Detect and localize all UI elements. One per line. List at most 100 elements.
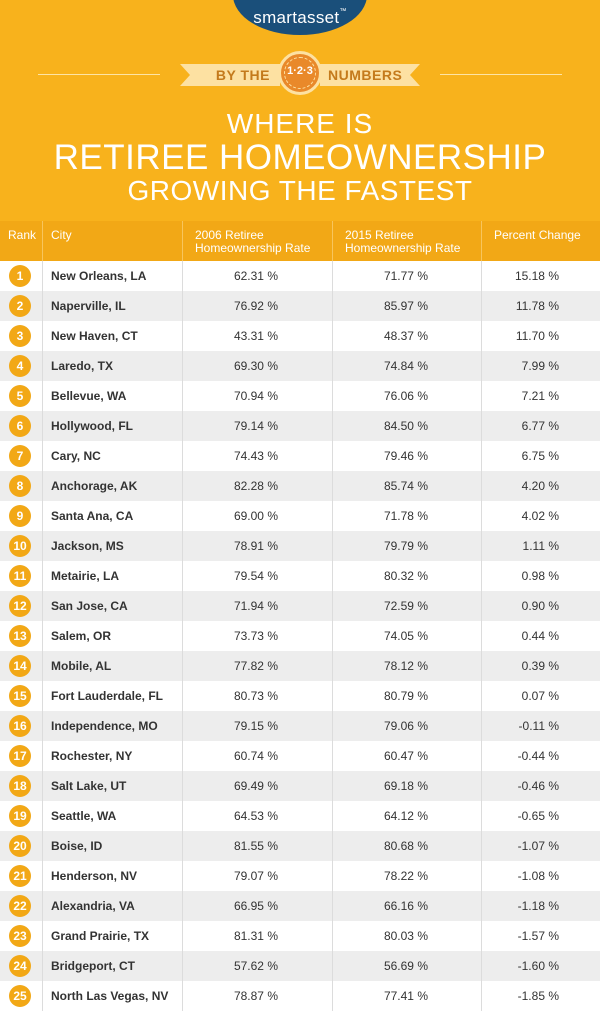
row-divider	[332, 501, 333, 531]
header-divider	[42, 221, 43, 261]
rate-2006: 79.15 %	[233, 719, 278, 733]
row-divider	[182, 681, 183, 711]
rate-2006: 62.31 %	[233, 269, 278, 283]
col-header-2015-line2: Homeownership Rate	[345, 241, 461, 255]
row-divider	[42, 651, 43, 681]
table-row: 13 Salem, OR 73.73 % 74.05 % 0.44 %	[0, 621, 600, 651]
row-divider	[481, 681, 482, 711]
rank-badge: 7	[9, 445, 31, 467]
rate-2006: 57.62 %	[233, 959, 278, 973]
rank-badge: 24	[9, 955, 31, 977]
city-name: Cary, NC	[51, 449, 101, 463]
rank-badge: 25	[9, 985, 31, 1007]
table-row: 7 Cary, NC 74.43 % 79.46 % 6.75 %	[0, 441, 600, 471]
row-divider	[182, 351, 183, 381]
row-divider	[42, 741, 43, 771]
city-name: Bellevue, WA	[51, 389, 127, 403]
city-name: Fort Lauderdale, FL	[51, 689, 164, 703]
row-divider	[481, 861, 482, 891]
row-divider	[332, 441, 333, 471]
rate-2015: 64.12 %	[383, 809, 428, 823]
title-line-1: WHERE IS	[226, 108, 374, 139]
city-name: Independence, MO	[51, 719, 158, 733]
rank-badge: 10	[9, 535, 31, 557]
row-divider	[481, 951, 482, 981]
row-divider	[42, 411, 43, 441]
row-divider	[332, 861, 333, 891]
col-header-2006-line2: Homeownership Rate	[195, 241, 311, 255]
rate-2006: 79.54 %	[233, 569, 278, 583]
table-row: 16 Independence, MO 79.15 % 79.06 % -0.1…	[0, 711, 600, 741]
table-row: 8 Anchorage, AK 82.28 % 85.74 % 4.20 %	[0, 471, 600, 501]
percent-change: 0.07 %	[521, 689, 559, 703]
row-divider	[182, 261, 183, 291]
row-divider	[42, 471, 43, 501]
rate-2015: 78.12 %	[383, 659, 428, 673]
rate-2006: 82.28 %	[233, 479, 278, 493]
rank-badge: 19	[9, 805, 31, 827]
col-header-2006-line1: 2006 Retiree	[195, 228, 264, 242]
percent-change: 7.21 %	[521, 389, 559, 403]
row-divider	[332, 891, 333, 921]
ribbon-right: NUMBERS	[320, 64, 420, 86]
city-name: Rochester, NY	[51, 749, 133, 763]
rank-badge: 5	[9, 385, 31, 407]
row-divider	[481, 501, 482, 531]
rank-badge: 13	[9, 625, 31, 647]
row-divider	[481, 741, 482, 771]
rate-2006: 69.49 %	[233, 779, 278, 793]
rank-badge: 6	[9, 415, 31, 437]
row-divider	[182, 891, 183, 921]
rate-2006: 79.14 %	[233, 419, 278, 433]
row-divider	[42, 711, 43, 741]
row-divider	[182, 441, 183, 471]
table-body: 1 New Orleans, LA 62.31 % 71.77 % 15.18 …	[0, 261, 600, 1011]
row-divider	[332, 681, 333, 711]
row-divider	[42, 951, 43, 981]
rank-badge: 17	[9, 745, 31, 767]
rank-badge: 9	[9, 505, 31, 527]
percent-change: 6.75 %	[521, 449, 559, 463]
table-row: 4 Laredo, TX 69.30 % 74.84 % 7.99 %	[0, 351, 600, 381]
rate-2015: 85.74 %	[383, 479, 428, 493]
row-divider	[182, 621, 183, 651]
table-row: 25 North Las Vegas, NV 78.87 % 77.41 % -…	[0, 981, 600, 1011]
row-divider	[182, 501, 183, 531]
rate-2006: 79.07 %	[233, 869, 278, 883]
percent-change: 15.18 %	[514, 269, 559, 283]
row-divider	[332, 411, 333, 441]
logo-wordmark: smartasset	[253, 8, 340, 27]
rate-2015: 71.78 %	[383, 509, 428, 523]
rate-2015: 72.59 %	[383, 599, 428, 613]
row-divider	[332, 621, 333, 651]
row-divider	[42, 831, 43, 861]
percent-change: 7.99 %	[521, 359, 559, 373]
row-divider	[332, 921, 333, 951]
row-divider	[332, 741, 333, 771]
row-divider	[182, 321, 183, 351]
city-name: Henderson, NV	[51, 869, 138, 883]
percent-change: -0.44 %	[517, 749, 559, 763]
row-divider	[42, 771, 43, 801]
table-row: 5 Bellevue, WA 70.94 % 76.06 % 7.21 %	[0, 381, 600, 411]
divider-right	[440, 74, 562, 75]
row-divider	[42, 621, 43, 651]
row-divider	[481, 471, 482, 501]
table-row: 18 Salt Lake, UT 69.49 % 69.18 % -0.46 %	[0, 771, 600, 801]
table-row: 24 Bridgeport, CT 57.62 % 56.69 % -1.60 …	[0, 951, 600, 981]
rank-badge: 22	[9, 895, 31, 917]
row-divider	[481, 801, 482, 831]
city-name: Naperville, IL	[51, 299, 126, 313]
rate-2015: 66.16 %	[383, 899, 428, 913]
table-row: 23 Grand Prairie, TX 81.31 % 80.03 % -1.…	[0, 921, 600, 951]
city-name: Santa Ana, CA	[51, 509, 134, 523]
city-name: New Orleans, LA	[51, 269, 147, 283]
row-divider	[42, 891, 43, 921]
row-divider	[182, 291, 183, 321]
city-name: North Las Vegas, NV	[51, 989, 169, 1003]
table-row: 6 Hollywood, FL 79.14 % 84.50 % 6.77 %	[0, 411, 600, 441]
percent-change: -1.08 %	[517, 869, 559, 883]
col-header-2015-line1: 2015 Retiree	[345, 228, 414, 242]
col-header-change: Percent Change	[494, 228, 581, 242]
row-divider	[182, 381, 183, 411]
